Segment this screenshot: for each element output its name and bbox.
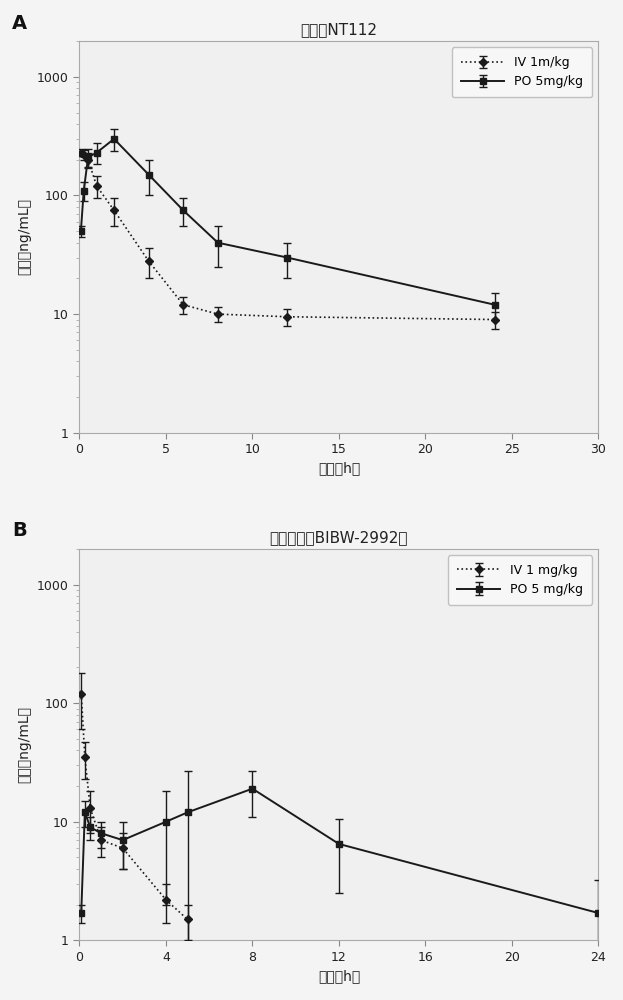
- Title: 阿法替尼（BIBW-2992）: 阿法替尼（BIBW-2992）: [270, 530, 408, 545]
- Y-axis label: 浓度（ng/mL）: 浓度（ng/mL）: [17, 198, 32, 275]
- Title: 化合物NT112: 化合物NT112: [300, 22, 378, 37]
- Legend: IV 1m/kg, PO 5mg/kg: IV 1m/kg, PO 5mg/kg: [452, 47, 592, 97]
- Y-axis label: 浓度（ng/mL）: 浓度（ng/mL）: [17, 706, 32, 783]
- Text: A: A: [12, 14, 27, 33]
- X-axis label: 时间（h）: 时间（h）: [318, 969, 360, 983]
- X-axis label: 时间（h）: 时间（h）: [318, 462, 360, 476]
- Text: B: B: [12, 521, 27, 540]
- Legend: IV 1 mg/kg, PO 5 mg/kg: IV 1 mg/kg, PO 5 mg/kg: [448, 555, 592, 605]
